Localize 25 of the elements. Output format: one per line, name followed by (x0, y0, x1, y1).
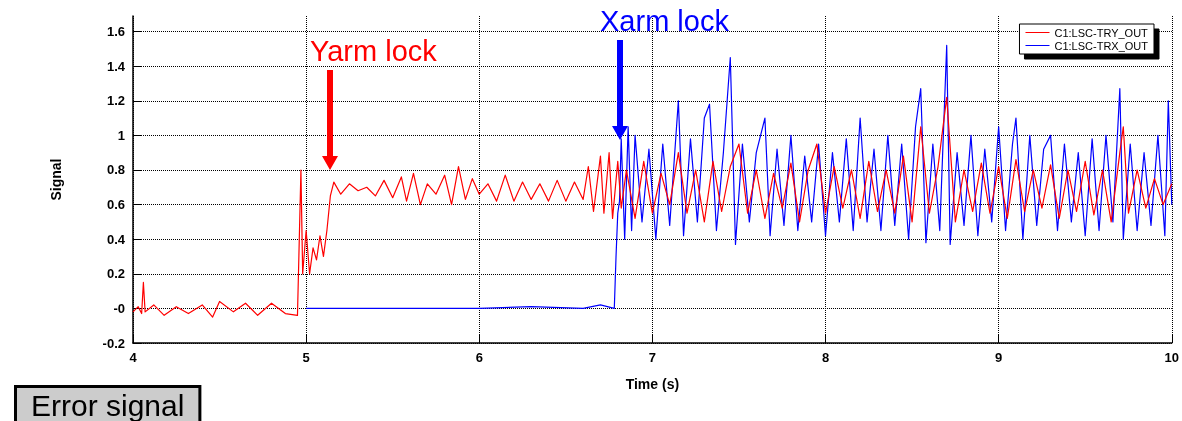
y-tick-label: 0.8 (106, 162, 125, 178)
y-tick-label: -0 (113, 300, 125, 316)
text: Error signal (31, 388, 185, 421)
x-tick-label: 7 (648, 350, 656, 365)
y-tick-label: 1.4 (106, 58, 126, 74)
legend-label: C1:LSC-TRY_OUT (1054, 26, 1149, 39)
annotation: Yarm lock (310, 34, 438, 67)
y-tick-label: 1 (117, 127, 125, 143)
x-tick-label: 6 (475, 350, 483, 365)
y-tick-label: -0.2 (102, 335, 125, 351)
legend-label: C1:LSC-TRX_OUT (1054, 39, 1149, 52)
y-tick-label: 1.2 (106, 93, 125, 109)
x-tick-label: 4 (129, 350, 138, 365)
x-tick-label: 9 (995, 350, 1003, 365)
y-axis-title: Signal (48, 158, 64, 201)
y-tick-label: 0.4 (106, 231, 126, 247)
x-axis-title: Time (s) (625, 376, 680, 392)
annotation: Xarm lock (600, 4, 730, 37)
line-series (132, 96, 1173, 318)
y-tick-label: 0.6 (106, 197, 125, 213)
x-tick-label: 5 (302, 350, 310, 365)
x-tick-label: 8 (821, 350, 830, 365)
y-tick-label: 0.2 (106, 266, 125, 282)
x-tick-label: 10 (1164, 350, 1179, 365)
y-tick-label: 1.6 (106, 24, 125, 40)
